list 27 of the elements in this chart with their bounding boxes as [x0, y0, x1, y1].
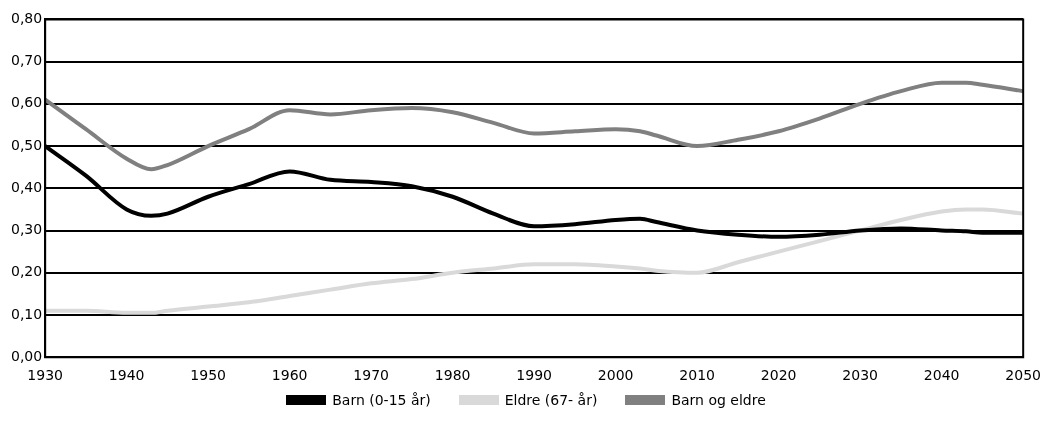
x-tick-label: 2050 [1005, 367, 1042, 384]
x-tick-label: 2020 [760, 367, 797, 384]
x-tick-label: 1980 [434, 367, 471, 384]
x-tick-label: 2010 [679, 367, 715, 384]
y-tick-label: 0,20 [11, 263, 43, 280]
x-tick-label: 1930 [27, 367, 63, 384]
y-tick-label: 0,50 [11, 136, 43, 153]
line-series [45, 207, 1024, 315]
x-tick-label: 1960 [271, 367, 308, 384]
x-tick-label: 1940 [108, 367, 145, 384]
x-tick-label: 2030 [842, 367, 878, 384]
y-tick-label: 0,00 [11, 347, 43, 364]
legend-label: Barn (0-15 år) [332, 392, 431, 408]
line-series [45, 80, 1024, 172]
y-tick-label: 0,10 [11, 305, 43, 322]
x-tick-label: 2040 [923, 367, 960, 384]
x-tick-label: 1990 [516, 367, 552, 384]
x-tick-label: 1950 [190, 367, 226, 384]
x-tick-label: 2000 [597, 367, 634, 384]
legend-label: Eldre (67- år) [504, 392, 598, 408]
y-tick-label: 0,30 [11, 221, 43, 238]
y-tick-label: 0,80 [11, 10, 43, 27]
y-tick-label: 0,60 [11, 94, 43, 111]
legend-label: Barn og eldre [671, 392, 766, 408]
y-tick-label: 0,40 [11, 178, 43, 195]
x-tick-label: 1970 [353, 367, 389, 384]
y-tick-label: 0,70 [11, 52, 43, 69]
